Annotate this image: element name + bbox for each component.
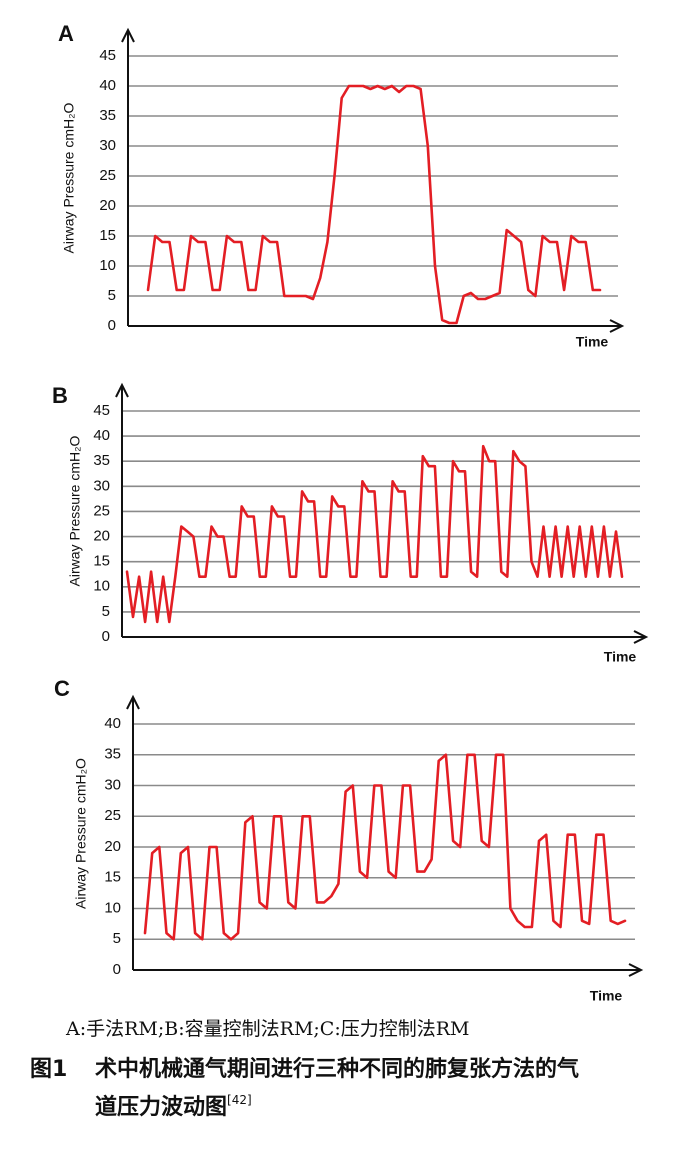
- y-tick-label: 40: [104, 715, 121, 732]
- reference: [42]: [227, 1093, 252, 1107]
- y-tick-label: 25: [104, 807, 121, 824]
- y-tick-label: 25: [93, 502, 110, 519]
- x-axis-label: Time: [590, 988, 623, 1004]
- caption-legend: A:手法RM;B:容量控制法RM;C:压力控制法RM: [65, 1018, 470, 1040]
- y-tick-label: 30: [104, 776, 121, 793]
- x-axis-label: Time: [576, 334, 609, 350]
- y-tick-label: 5: [108, 287, 116, 304]
- figure-title-line: 道压力波动图: [95, 1094, 227, 1120]
- y-tick-label: 0: [113, 961, 121, 978]
- y-tick-label: 0: [102, 628, 110, 645]
- y-tick-label: 35: [104, 746, 121, 763]
- pressure-line: [146, 84, 602, 325]
- figure-title: 道压力波动图[42]: [95, 1093, 252, 1121]
- y-tick-label: 5: [113, 930, 121, 947]
- y-tick-label: 15: [104, 869, 121, 886]
- y-tick-label: 0: [108, 317, 116, 334]
- y-tick-label: 45: [99, 47, 116, 64]
- x-axis-label: Time: [604, 649, 637, 665]
- y-tick-label: 45: [93, 402, 110, 419]
- x-axis-arrow: [609, 319, 625, 333]
- y-axis-arrow: [121, 27, 135, 43]
- y-axis-arrow: [115, 382, 129, 398]
- y-tick-label: 25: [99, 167, 116, 184]
- panel-label: A: [58, 21, 74, 46]
- y-tick-label: 20: [99, 197, 116, 214]
- y-tick-label: 20: [93, 528, 110, 545]
- x-axis-arrow: [628, 963, 644, 977]
- figure-number: 图1: [30, 1057, 67, 1082]
- y-tick-label: 10: [104, 899, 121, 916]
- y-tick-label: 30: [93, 477, 110, 494]
- y-tick-label: 10: [99, 257, 116, 274]
- y-tick-label: 40: [99, 77, 116, 94]
- y-tick-label: 40: [93, 427, 110, 444]
- pressure-line: [125, 444, 624, 624]
- y-axis-label: Airway Pressure cmH₂O: [67, 435, 83, 586]
- y-tick-label: 15: [99, 227, 116, 244]
- y-tick-label: 35: [99, 107, 116, 124]
- figure-title: 术中机械通气期间进行三种不同的肺复张方法的气: [95, 1056, 579, 1082]
- y-axis-label: Airway Pressure cmH₂O: [73, 758, 89, 909]
- x-axis-arrow: [633, 630, 649, 644]
- panel-label: C: [54, 676, 70, 701]
- y-tick-label: 30: [99, 137, 116, 154]
- y-axis-label: Airway Pressure cmH₂O: [61, 102, 77, 253]
- y-tick-label: 35: [93, 452, 110, 469]
- y-tick-label: 10: [93, 578, 110, 595]
- pressure-line: [143, 753, 627, 941]
- panel-label: B: [52, 383, 68, 408]
- y-tick-label: 15: [93, 553, 110, 570]
- y-tick-label: 20: [104, 838, 121, 855]
- y-axis-arrow: [126, 694, 140, 710]
- y-tick-label: 5: [102, 603, 110, 620]
